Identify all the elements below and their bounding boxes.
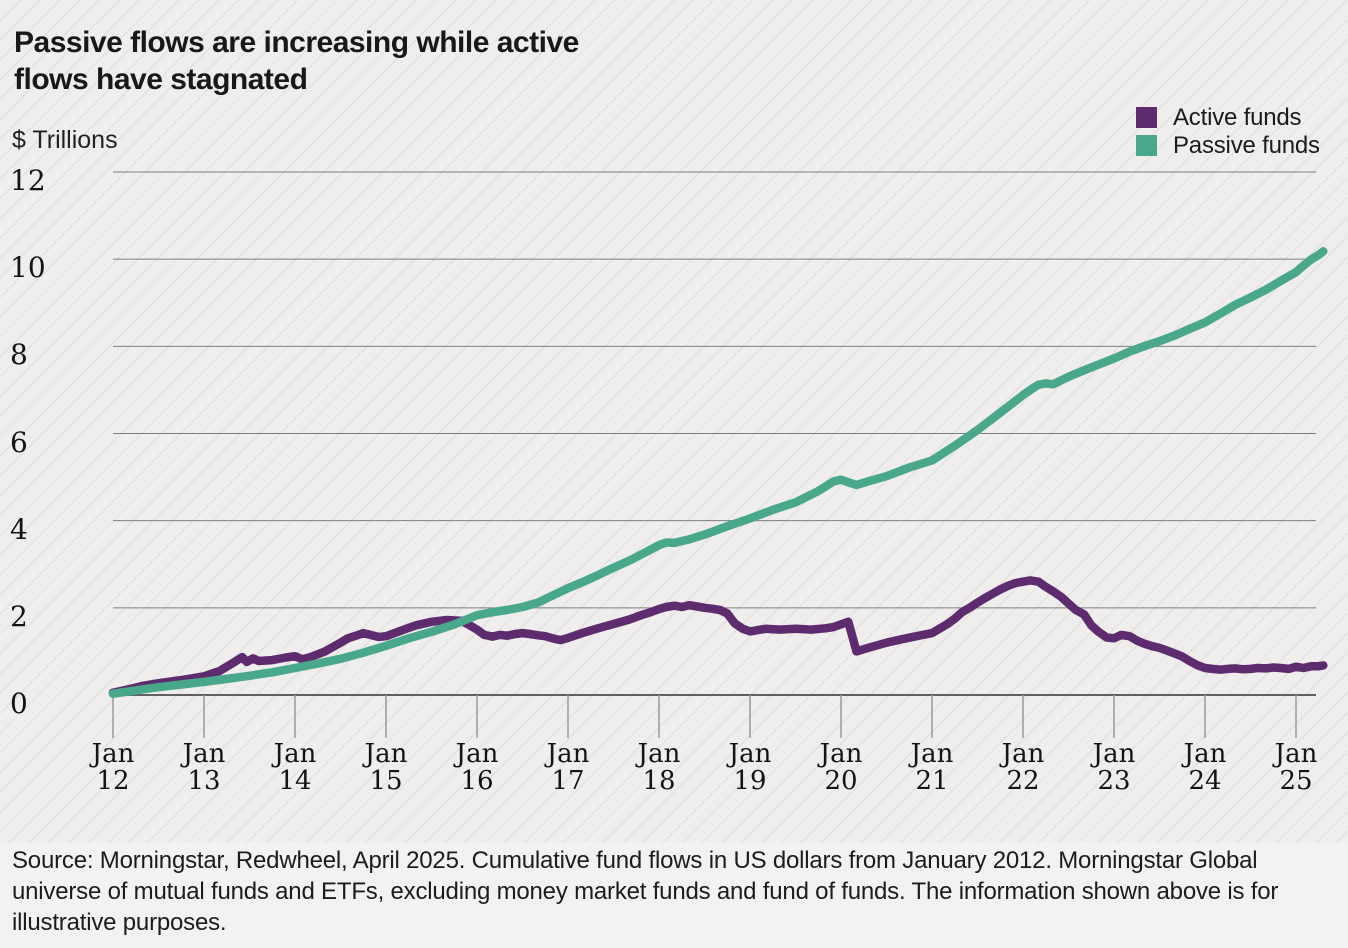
x-tick-year: 20 — [824, 766, 858, 796]
source-note: Source: Morningstar, Redwheel, April 202… — [12, 847, 1279, 936]
x-tick-year: 18 — [642, 766, 676, 796]
x-tick-label-14: Jan 14 — [250, 741, 340, 795]
y-tick-label-2: 2 — [10, 599, 28, 633]
x-tick-month: Jan — [364, 739, 408, 769]
x-tick-year: 12 — [96, 766, 130, 796]
legend-item-active: Active funds — [1136, 104, 1320, 131]
x-tick-label-12: Jan 12 — [68, 741, 158, 795]
x-tick-month: Jan — [182, 739, 226, 769]
x-tick-year: 25 — [1279, 766, 1313, 796]
x-tick-month: Jan — [637, 739, 681, 769]
x-tick-month: Jan — [273, 739, 317, 769]
x-tick-year: 24 — [1188, 766, 1222, 796]
passive-funds-swatch — [1136, 135, 1157, 156]
x-tick-label-15: Jan 15 — [341, 741, 431, 795]
x-tick-label-13: Jan 13 — [159, 741, 249, 795]
x-tick-year: 13 — [187, 766, 221, 796]
legend-label-active: Active funds — [1173, 103, 1302, 131]
chart-title-line2: flows have stagnated — [14, 63, 308, 96]
legend-item-passive: Passive funds — [1136, 132, 1320, 159]
x-tick-label-20: Jan 20 — [796, 741, 886, 795]
x-tick-year: 19 — [733, 766, 767, 796]
active-funds-swatch — [1136, 107, 1157, 128]
x-tick-label-16: Jan 16 — [432, 741, 522, 795]
y-tick-label-12: 12 — [10, 164, 46, 197]
passive-funds-line — [108, 247, 1328, 698]
x-tick-year: 15 — [369, 766, 403, 796]
x-tick-month: Jan — [1001, 739, 1045, 769]
y-tick-label-10: 10 — [10, 251, 46, 285]
x-tick-label-25: Jan 25 — [1251, 741, 1341, 795]
y-tick-label-6: 6 — [10, 425, 28, 459]
y-tick-label-4: 4 — [10, 512, 28, 546]
x-tick-year: 16 — [460, 766, 494, 796]
x-tick-year: 23 — [1097, 766, 1131, 796]
x-tick-month: Jan — [1183, 739, 1227, 769]
x-tick-label-23: Jan 23 — [1069, 741, 1159, 795]
x-tick-year: 22 — [1006, 766, 1040, 796]
x-tick-label-18: Jan 18 — [614, 741, 704, 795]
x-tick-year: 17 — [551, 766, 585, 796]
x-tick-label-17: Jan 17 — [523, 741, 613, 795]
footer-background — [0, 843, 1348, 948]
x-tick-month: Jan — [546, 739, 590, 769]
y-axis-unit-label: $ Trillions — [12, 126, 118, 154]
x-tick-month: Jan — [728, 739, 772, 769]
x-tick-label-24: Jan 24 — [1160, 741, 1250, 795]
legend-label-passive: Passive funds — [1173, 131, 1320, 159]
legend: Active funds Passive funds — [1136, 104, 1320, 160]
x-tick-label-21: Jan 21 — [887, 741, 977, 795]
x-tick-month: Jan — [1092, 739, 1136, 769]
x-tick-month: Jan — [1274, 739, 1318, 769]
chart-title-line1: Passive flows are increasing while activ… — [14, 26, 579, 59]
x-tick-month: Jan — [455, 739, 499, 769]
x-tick-label-22: Jan 22 — [978, 741, 1068, 795]
y-tick-label-0: 0 — [10, 687, 28, 720]
x-tick-year: 21 — [915, 766, 949, 796]
x-tick-year: 14 — [278, 766, 312, 796]
x-tick-label-19: Jan 19 — [705, 741, 795, 795]
y-tick-label-8: 8 — [10, 338, 28, 372]
hatched-background — [0, 0, 1348, 843]
x-tick-month: Jan — [819, 739, 863, 769]
x-tick-month: Jan — [91, 739, 135, 769]
chart-title: Passive flows are increasing while activ… — [14, 24, 579, 98]
x-tick-month: Jan — [910, 739, 954, 769]
active-funds-line — [108, 576, 1328, 698]
